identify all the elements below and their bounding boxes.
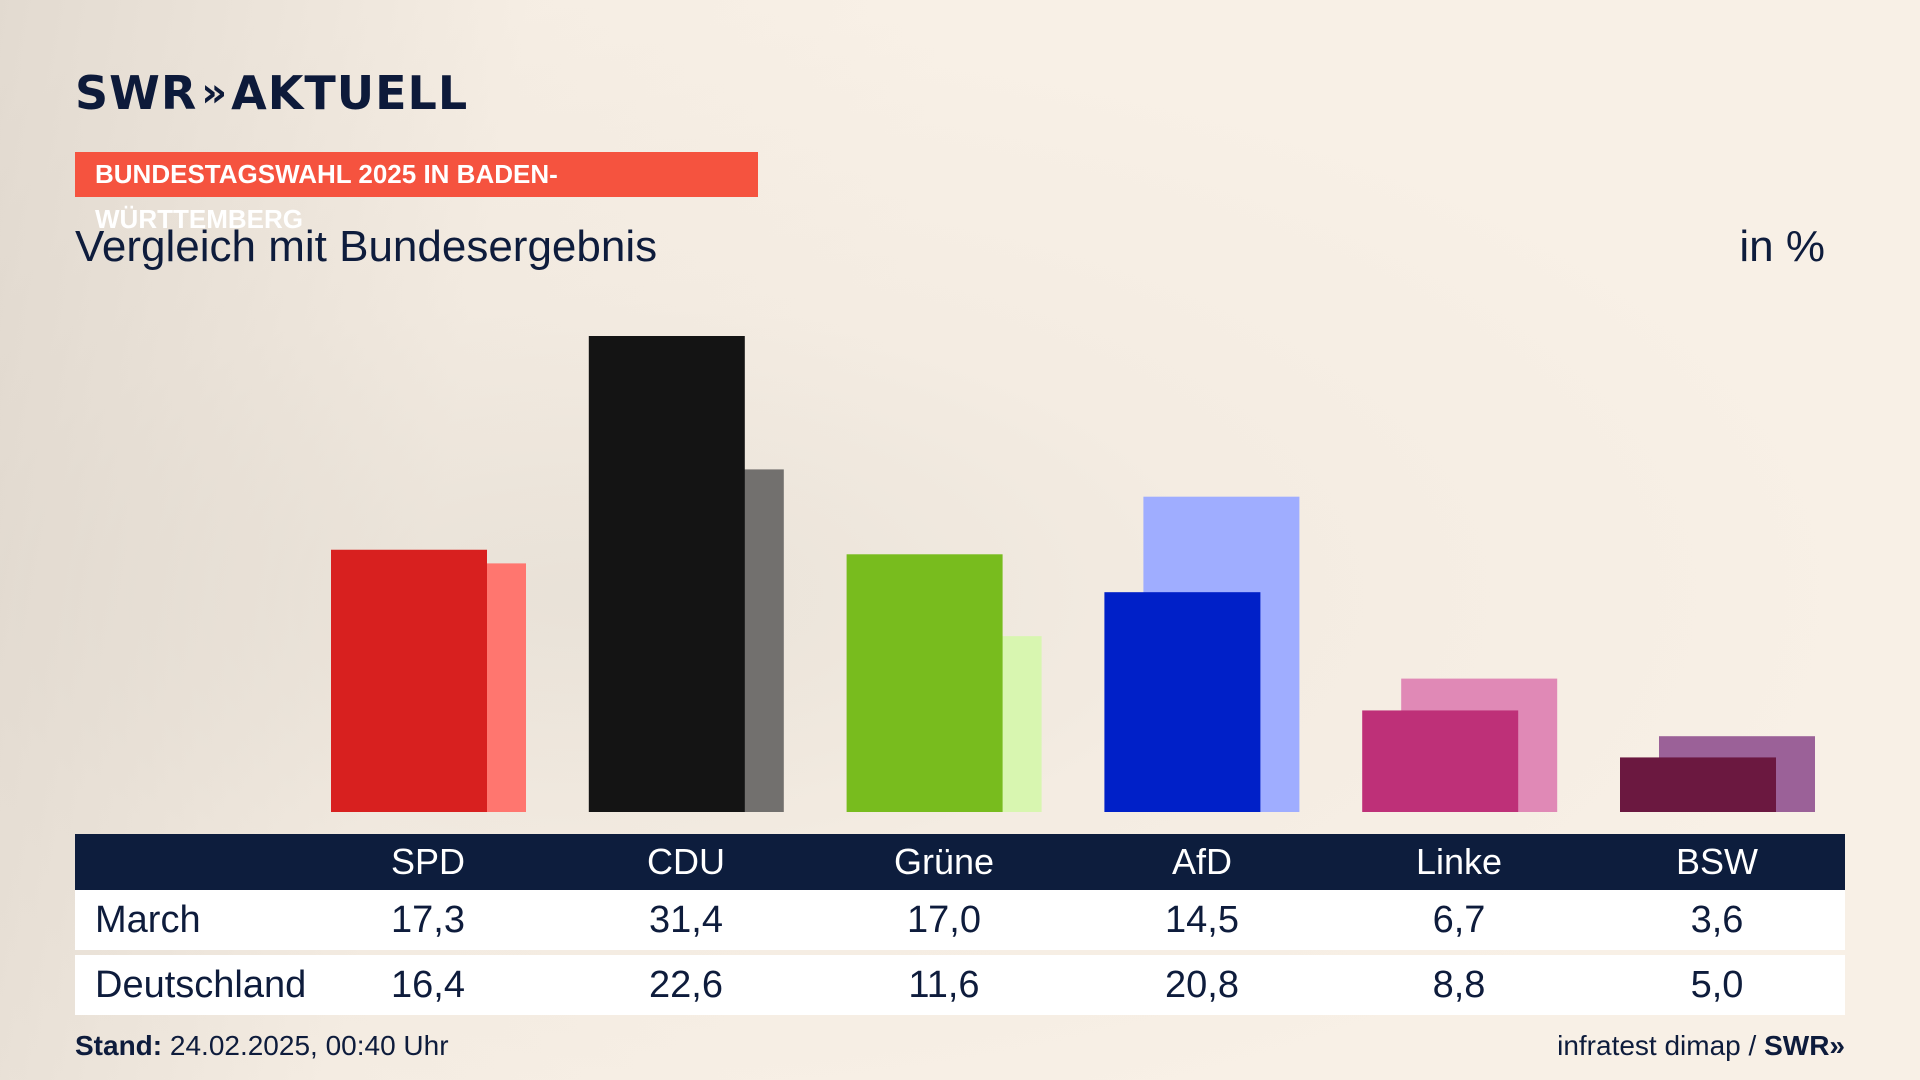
table-header-cell: AfD bbox=[1171, 841, 1232, 882]
logo-text: SWR bbox=[75, 66, 198, 120]
table-cell: 17,3 bbox=[391, 899, 465, 941]
logo-suffix: AKTUELL bbox=[231, 66, 469, 120]
table-cell: 22,6 bbox=[649, 964, 723, 1006]
table-cell: 8,8 bbox=[1432, 964, 1486, 1006]
row-label: Deutschland bbox=[95, 964, 307, 1006]
table-cell: 3,6 bbox=[1690, 899, 1744, 941]
table-cell: 11,6 bbox=[908, 964, 980, 1006]
table-row: Deutschland 16,4 22,6 11,6 20,8 8,8 5,0 bbox=[75, 955, 1845, 1015]
table-cell: 20,8 bbox=[1165, 964, 1239, 1006]
unit-label: in % bbox=[1739, 222, 1825, 271]
source-logo: SWR bbox=[1764, 1030, 1830, 1061]
bar-grne-region bbox=[846, 554, 1003, 812]
stand-value: 24.02.2025, 00:40 Uhr bbox=[169, 1030, 449, 1061]
swr-small-logo: SWR» bbox=[1764, 1030, 1845, 1061]
table-header-cell: CDU bbox=[647, 841, 725, 882]
table-cell: 6,7 bbox=[1432, 899, 1486, 941]
source-text: infratest dimap / bbox=[1557, 1030, 1757, 1061]
timestamp: Stand: 24.02.2025, 00:40 Uhr bbox=[75, 1030, 449, 1062]
bar-bsw-region bbox=[1620, 757, 1776, 812]
table-header-cell: Grüne bbox=[893, 841, 995, 882]
chart-subtitle: Vergleich mit Bundesergebnis bbox=[75, 222, 658, 271]
bar-linke-region bbox=[1362, 710, 1519, 812]
bar-spd-region bbox=[331, 549, 487, 812]
table-header-cell: BSW bbox=[1675, 841, 1758, 882]
table-cell: 17,0 bbox=[907, 899, 981, 941]
table-header-cell: Linke bbox=[1415, 841, 1503, 882]
table-header-cell: SPD bbox=[390, 841, 466, 882]
table-cell: 16,4 bbox=[391, 964, 465, 1006]
swr-aktuell-logo: SWR» AKTUELL bbox=[75, 66, 468, 120]
bar-cdu-region bbox=[588, 336, 745, 812]
election-tag: BUNDESTAGSWAHL 2025 IN BADEN-WÜRTTEMBERG bbox=[75, 152, 758, 234]
bar-afd-region bbox=[1104, 592, 1261, 812]
stand-label: Stand: bbox=[75, 1030, 163, 1061]
row-label: March bbox=[95, 899, 201, 941]
table-row: March 17,3 31,4 17,0 14,5 6,7 3,6 bbox=[75, 890, 1845, 950]
table-cell: 5,0 bbox=[1690, 964, 1744, 1006]
table-header: SPD CDU Grüne AfD Linke BSW bbox=[75, 834, 1845, 890]
table-body: March 17,3 31,4 17,0 14,5 6,7 3,6 Deutschland 16… bbox=[75, 890, 1845, 1015]
table-cell: 14,5 bbox=[1165, 899, 1239, 941]
source-chevron-icon: » bbox=[1829, 1030, 1845, 1061]
source-credit: infratest dimap / SWR» bbox=[1557, 1030, 1845, 1062]
table-cell: 31,4 bbox=[649, 899, 723, 941]
results-table: SPD CDU Grüne AfD Linke BSW March 17,3 31,4 17,0… bbox=[75, 834, 1845, 1015]
